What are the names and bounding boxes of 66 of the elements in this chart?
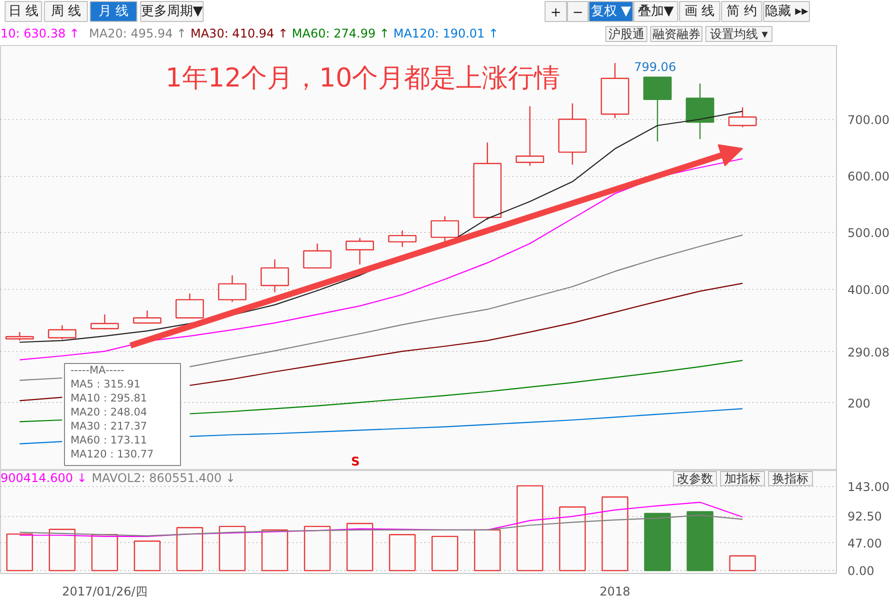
annotation: MA30 : 217.37: [70, 420, 148, 432]
x-tick-label: 2017/01/26/四: [62, 584, 148, 598]
bar: [91, 534, 118, 572]
bar: [346, 522, 374, 572]
annotation: S: [351, 454, 360, 468]
line-series: [19, 514, 744, 536]
y-tick-label: 47.00: [848, 536, 882, 550]
text: MA30: 410.94 ↑: [190, 26, 288, 40]
annotation: MA60 : 173.11: [70, 434, 148, 446]
bar: [516, 485, 544, 572]
annotation: 加指标: [724, 472, 760, 486]
bar: [559, 506, 586, 572]
y-tick-label: 400.00: [848, 282, 890, 297]
annotation: 改参数: [677, 472, 713, 486]
bar: [134, 540, 161, 572]
text: 日 线: [8, 4, 38, 19]
text: 900414.600 ↓: [0, 471, 87, 486]
y-tick-label: 500.00: [848, 226, 890, 240]
text: 隐藏 ▸▸: [764, 4, 809, 19]
text: MA20: 495.94 ↑: [89, 26, 187, 40]
text: −: [572, 6, 584, 20]
text: 叠加▼: [638, 4, 674, 19]
annotation: MA5 : 315.91: [70, 378, 140, 390]
x-tick-label: 2018: [600, 584, 630, 598]
bar: [602, 496, 628, 572]
text: 简 约: [726, 4, 757, 19]
text: 复权 ▼: [590, 4, 631, 19]
annotation: MA20 : 248.04: [70, 406, 148, 418]
bar: [729, 555, 756, 572]
annotation: 799.06: [634, 60, 676, 74]
text: 月 线: [98, 4, 129, 19]
text: 1年12个月，10个月都是上涨行情: [166, 64, 560, 94]
text: 沪股通: [608, 27, 644, 41]
bar: [432, 536, 458, 572]
text: 画 线: [684, 4, 715, 19]
y-tick-label: 200: [848, 396, 870, 410]
bar: [304, 526, 331, 572]
bar: [218, 526, 246, 572]
y-tick-label: 92.50: [848, 510, 882, 524]
bar: [388, 534, 416, 572]
y-tick-label: 600.00: [848, 170, 890, 184]
y-tick-label: 700.00: [848, 112, 890, 127]
bar: [474, 529, 501, 572]
bar: [686, 511, 714, 572]
candlestick: [516, 106, 544, 166]
text: 更多周期▼: [140, 4, 203, 19]
y-tick-label: 290.08: [848, 345, 890, 360]
y-tick-label: 143.00: [848, 480, 890, 494]
bar: [6, 533, 33, 572]
text: 融资融券: [652, 27, 700, 41]
annotation: MA120 : 130.77: [70, 448, 154, 460]
bar: [48, 528, 76, 572]
bar: [176, 526, 204, 572]
text: MA120: 190.01 ↑: [393, 26, 499, 40]
text: MAVOL2: 860551.400 ↓: [92, 471, 236, 486]
text: 换指标: [772, 472, 808, 486]
text: 设置均线 ▾: [710, 27, 768, 41]
annotation: MA10 : 295.81: [70, 392, 148, 404]
y-tick-label: 0.00: [848, 564, 874, 578]
annotation: -----MA-----: [70, 364, 125, 376]
bar: [261, 529, 288, 572]
text: +: [550, 6, 562, 20]
text: 周 线: [50, 4, 81, 19]
bar: [644, 512, 671, 572]
text: 10: 630.38 ↑: [0, 26, 80, 40]
text: MA60: 274.99 ↑: [292, 26, 390, 40]
